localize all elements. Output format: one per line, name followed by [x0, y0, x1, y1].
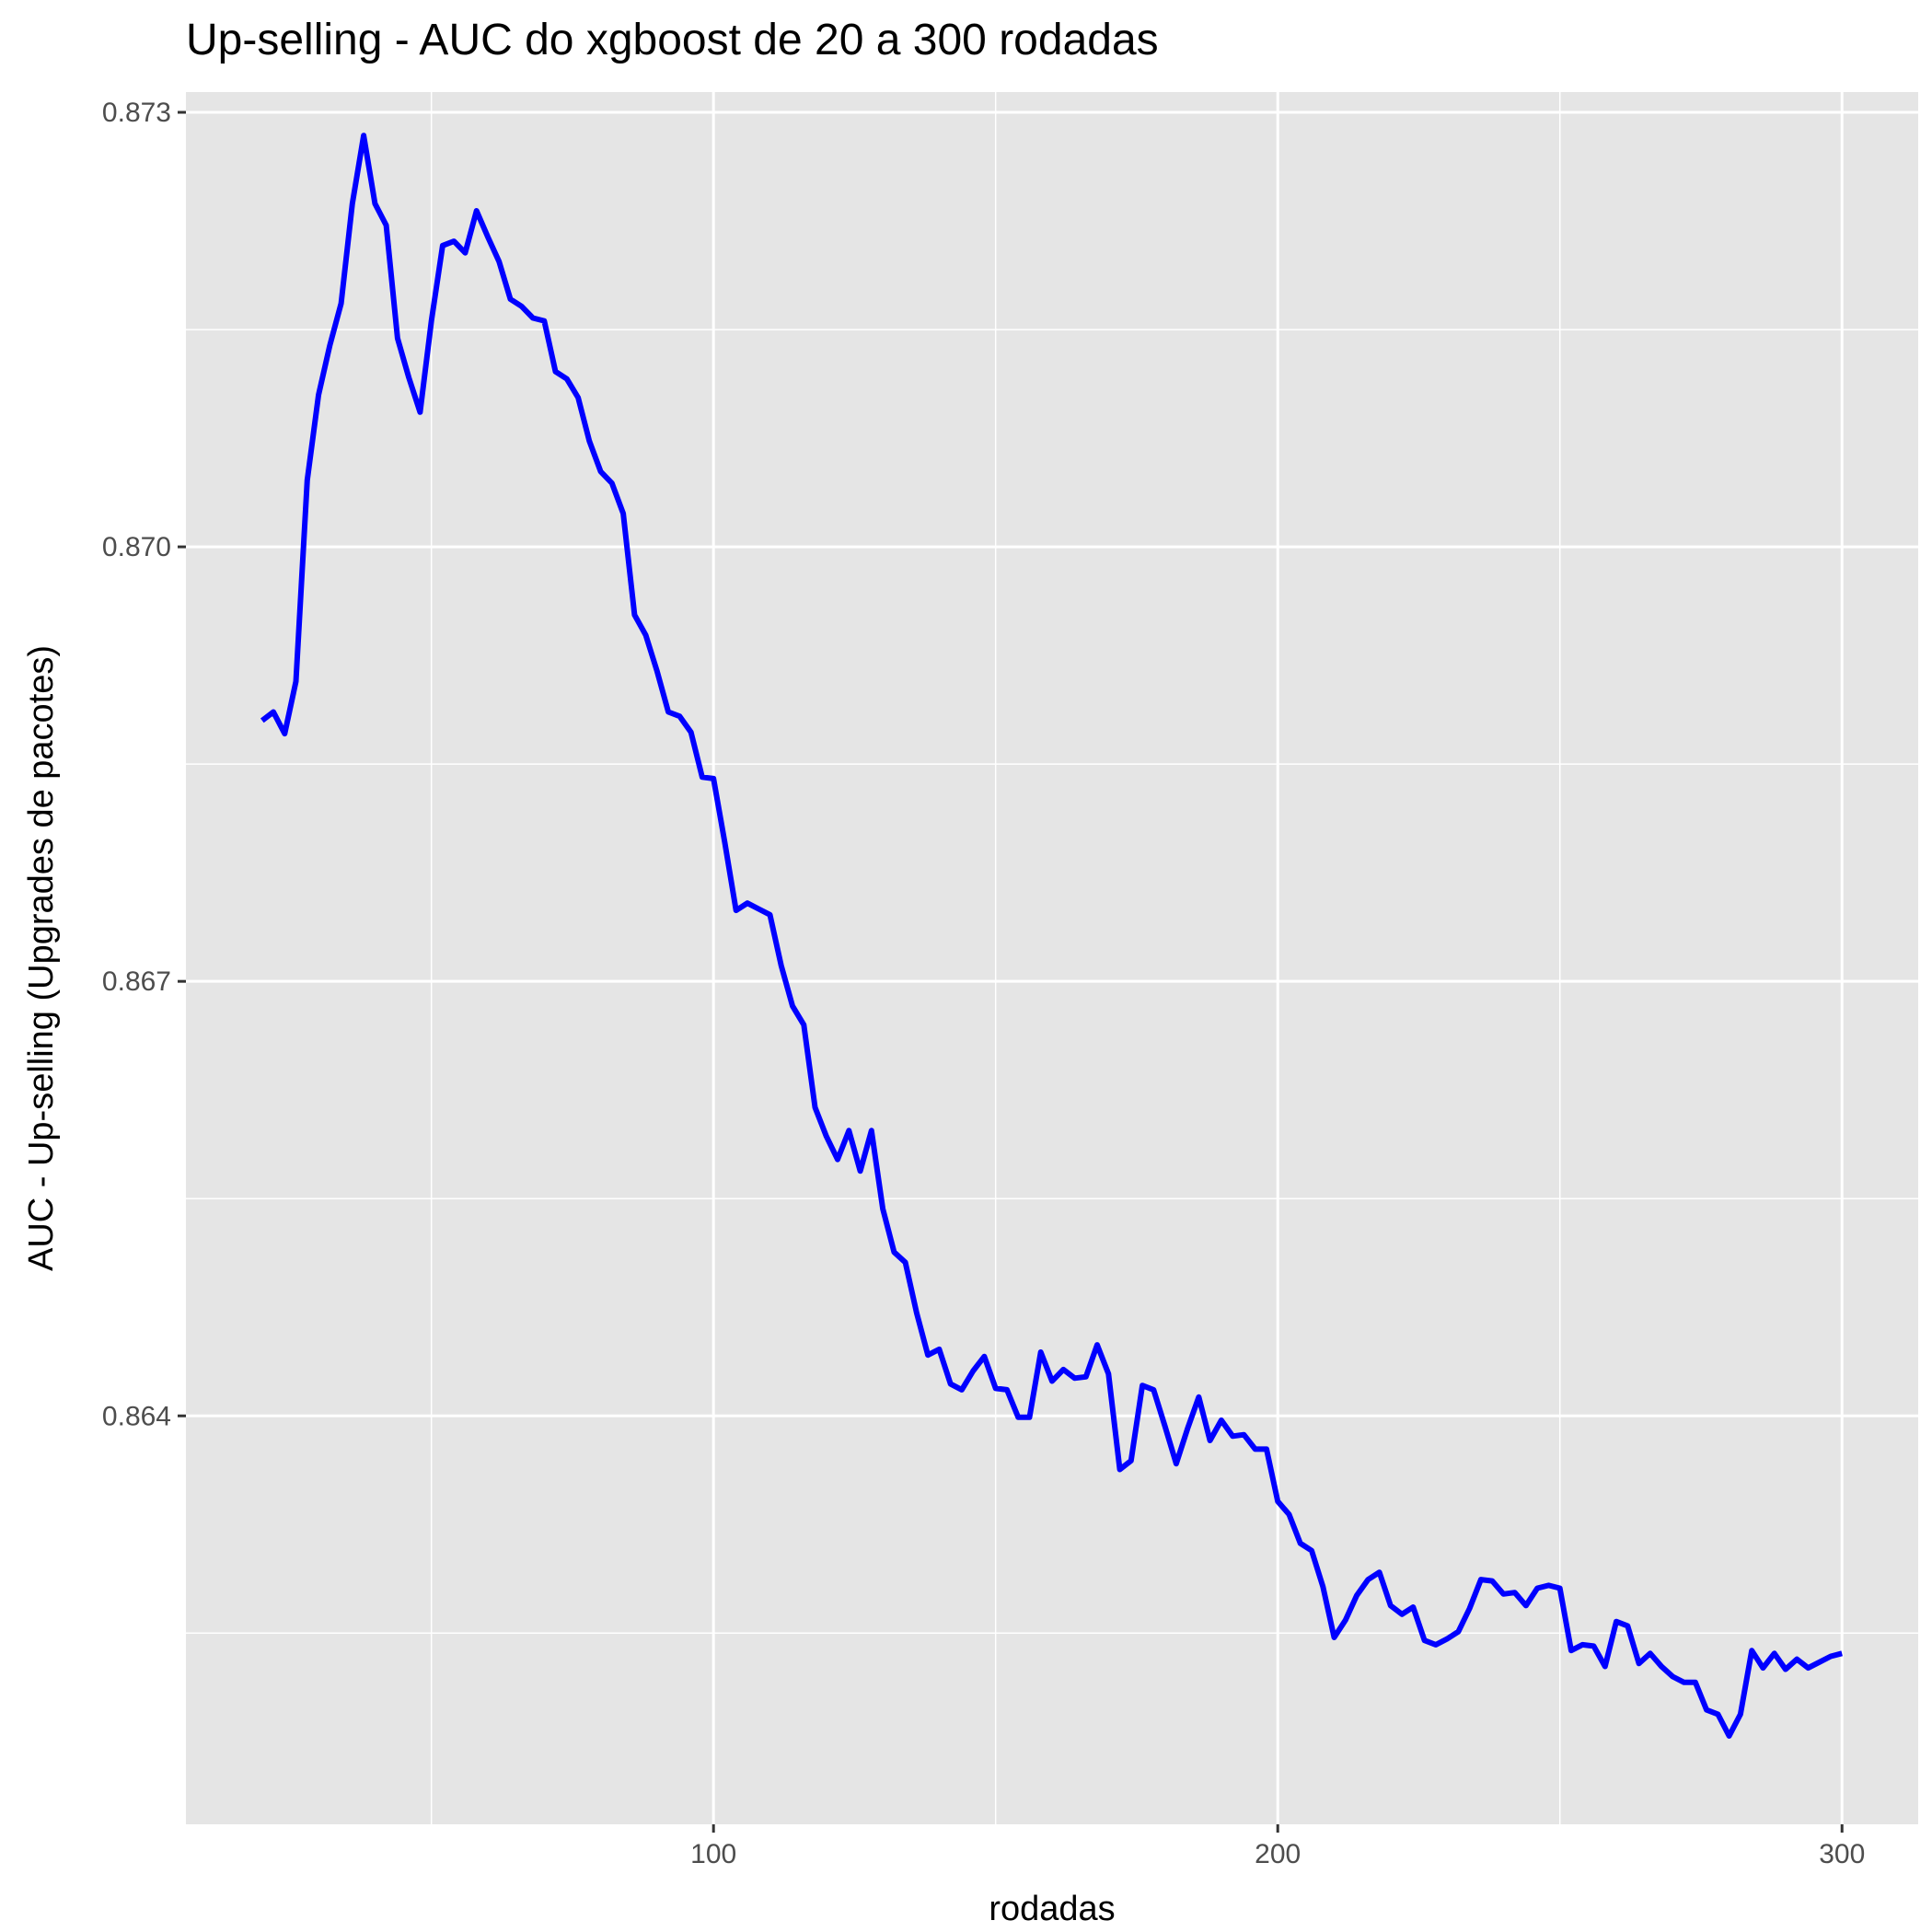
x-tick-label: 200	[1255, 1839, 1301, 1869]
x-axis-title: rodadas	[989, 1890, 1115, 1928]
chart-title: Up-selling - AUC do xgboost de 20 a 300 …	[186, 16, 1159, 64]
x-tick-label: 100	[690, 1839, 736, 1869]
y-tick-label: 0.867	[102, 966, 171, 997]
series-layer	[260, 133, 1843, 1739]
x-tick-label: 300	[1819, 1839, 1865, 1869]
y-tick-label: 0.873	[102, 98, 171, 128]
y-tick-label: 0.870	[102, 532, 171, 562]
plot-panel	[186, 92, 1918, 1824]
auc-series-line	[260, 133, 1843, 1739]
tick-labels: 100 200 300 0.864 0.867 0.870 0.873	[102, 98, 1865, 1869]
y-axis-title: AUC - Up-selling (Upgrades de pacotes)	[22, 645, 61, 1271]
major-gridlines	[186, 92, 1918, 1824]
minor-gridlines	[186, 92, 1918, 1824]
y-tick-label: 0.864	[102, 1401, 171, 1431]
axis-ticks	[178, 110, 1844, 1833]
